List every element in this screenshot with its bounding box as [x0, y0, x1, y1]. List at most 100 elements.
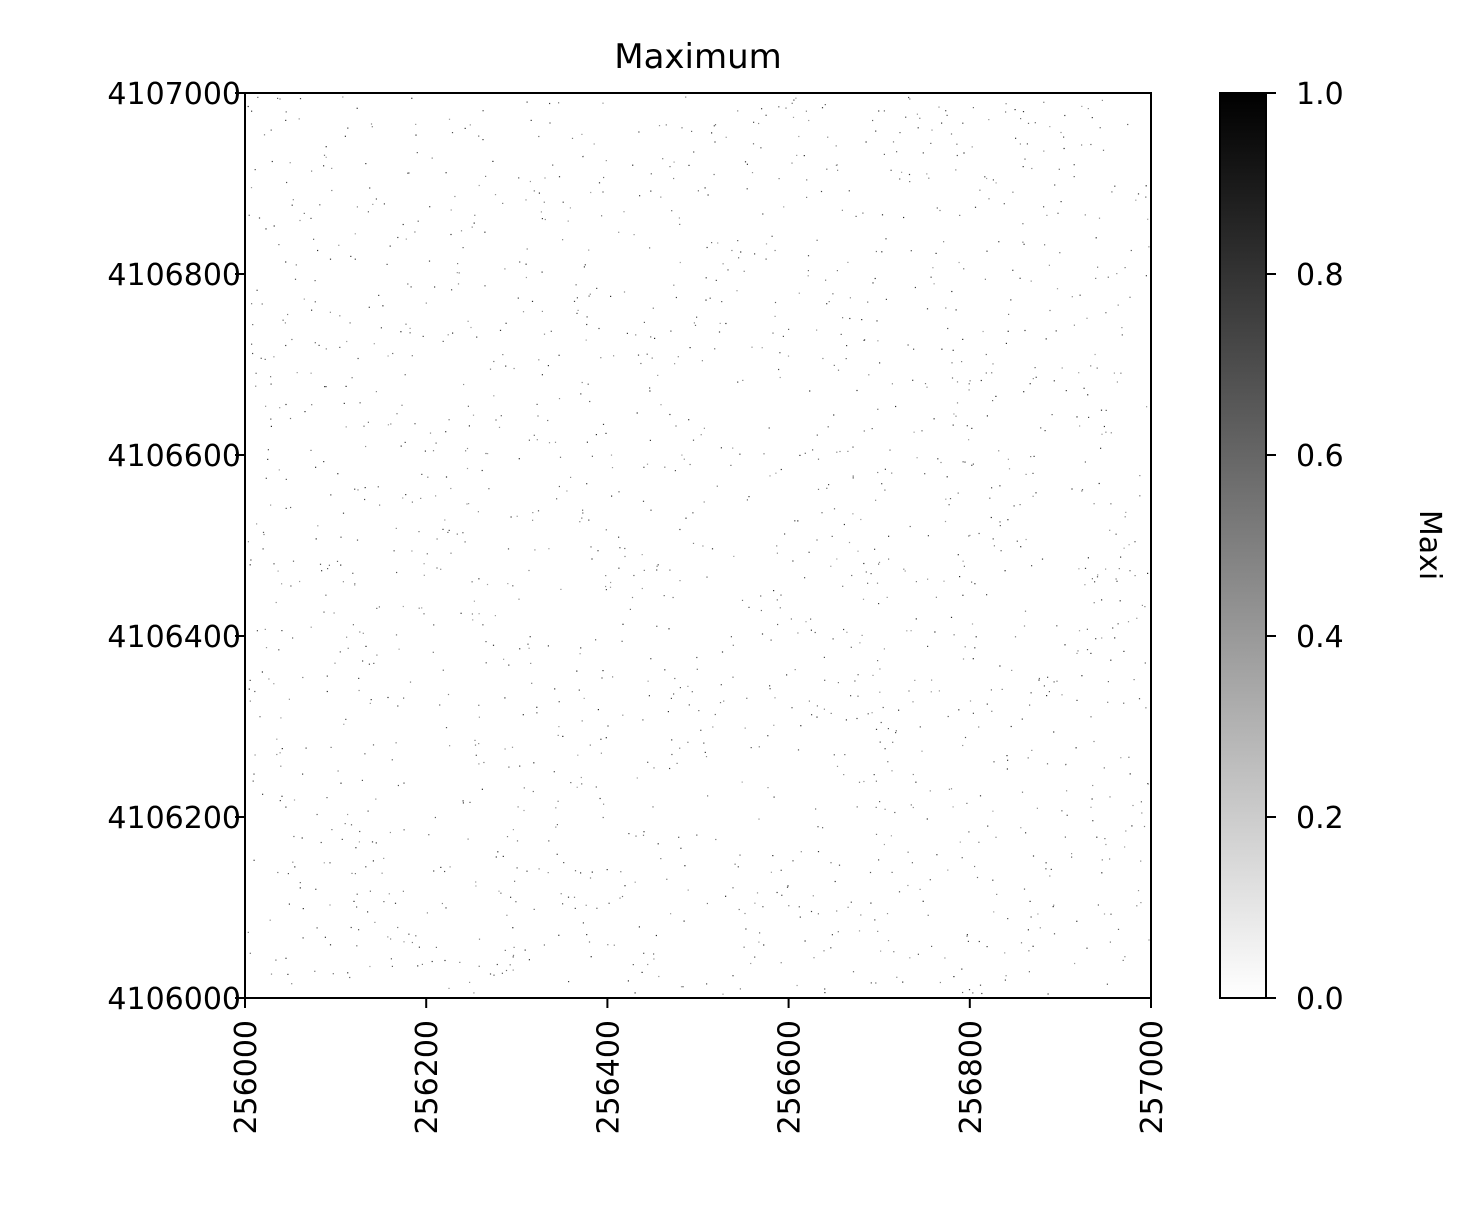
raster-cell: [352, 624, 354, 626]
raster-cell: [821, 107, 824, 109]
raster-cell: [874, 919, 876, 921]
raster-cell: [720, 447, 722, 449]
raster-cell: [318, 344, 320, 346]
raster-cell: [325, 386, 327, 388]
raster-cell: [1046, 763, 1049, 765]
raster-cell: [794, 520, 796, 522]
raster-cell: [1123, 650, 1125, 652]
raster-cell: [326, 690, 328, 693]
raster-cell: [445, 476, 448, 478]
raster-cell: [1081, 490, 1083, 492]
raster-cell: [550, 330, 552, 332]
raster-cell: [693, 151, 695, 153]
raster-cell: [1129, 296, 1131, 298]
raster-cell: [998, 241, 1000, 243]
raster-cell: [591, 871, 593, 873]
raster-cell: [758, 818, 760, 820]
raster-cell: [664, 466, 666, 468]
raster-cell: [1053, 731, 1055, 733]
raster-cell: [1084, 584, 1086, 586]
raster-cell: [962, 122, 964, 124]
raster-cell: [622, 623, 624, 625]
raster-cell: [642, 500, 645, 502]
raster-cell: [323, 461, 325, 463]
raster-cell: [798, 135, 800, 138]
raster-cell: [1078, 372, 1080, 374]
raster-cell: [849, 297, 851, 299]
raster-cell: [1021, 718, 1023, 720]
raster-cell: [1008, 468, 1011, 470]
raster-cell: [811, 714, 813, 716]
raster-cell: [1073, 164, 1075, 166]
colorbar-tick-label: 0.8: [1296, 258, 1344, 293]
raster-cell: [643, 569, 645, 571]
raster-cell: [672, 596, 674, 599]
raster-cell: [352, 572, 354, 574]
raster-cell: [1058, 168, 1060, 170]
raster-cell: [1066, 790, 1068, 792]
raster-cell: [693, 322, 695, 324]
raster-cell: [1121, 327, 1123, 329]
raster-cell: [937, 458, 939, 460]
raster-cell: [804, 940, 806, 942]
raster-cell: [1027, 122, 1030, 124]
raster-cell: [270, 418, 272, 420]
raster-cell: [962, 338, 964, 340]
raster-cell: [830, 712, 832, 714]
raster-cell: [656, 569, 658, 571]
raster-cell: [974, 865, 976, 868]
raster-cell: [580, 647, 582, 649]
raster-cell: [510, 516, 512, 518]
raster-cell: [365, 645, 367, 647]
raster-cell: [315, 466, 317, 468]
raster-cell: [1064, 114, 1066, 117]
raster-cell: [327, 568, 329, 570]
raster-cell: [441, 902, 443, 905]
raster-cell: [871, 428, 873, 430]
colorbar-axis: 0.00.20.40.60.81.0: [1266, 77, 1344, 1017]
raster-cell: [842, 317, 844, 319]
raster-cell: [358, 841, 360, 843]
raster-cell: [638, 131, 640, 133]
raster-cell: [1004, 979, 1006, 981]
raster-cell: [837, 682, 839, 684]
raster-cell: [451, 132, 454, 134]
raster-cell: [1049, 126, 1051, 128]
raster-cell: [1127, 123, 1129, 126]
raster-cell: [952, 424, 954, 426]
raster-cell: [696, 656, 698, 659]
raster-cell: [743, 946, 745, 948]
x-tick-label: 257000: [1135, 1020, 1170, 1135]
raster-cell: [679, 687, 681, 689]
raster-cell: [442, 669, 444, 671]
raster-cell: [299, 882, 301, 884]
x-tick-label: 256400: [591, 1020, 626, 1135]
raster-cell: [275, 959, 277, 961]
raster-cell: [445, 727, 448, 729]
raster-cell: [905, 116, 907, 118]
raster-cell: [356, 906, 358, 908]
raster-cell: [877, 340, 879, 342]
raster-cell: [299, 219, 301, 222]
raster-cell: [433, 624, 435, 626]
raster-cell: [353, 900, 355, 902]
raster-cell: [883, 843, 885, 846]
raster-cell: [987, 825, 989, 827]
raster-cell: [354, 258, 356, 260]
raster-cell: [1124, 956, 1126, 958]
raster-cell: [583, 697, 585, 699]
raster-cell: [434, 286, 436, 288]
raster-cell: [386, 263, 388, 265]
raster-cell: [624, 885, 626, 887]
raster-cell: [290, 585, 292, 587]
raster-cell: [563, 862, 565, 864]
raster-cell: [440, 866, 442, 868]
raster-cell: [485, 662, 487, 664]
raster-cell: [580, 393, 582, 395]
raster-cell: [875, 728, 878, 730]
raster-cell: [974, 206, 977, 208]
raster-cell: [1060, 131, 1062, 134]
raster-cell: [541, 271, 543, 273]
raster-cell: [716, 485, 718, 487]
raster-cell: [926, 386, 928, 388]
